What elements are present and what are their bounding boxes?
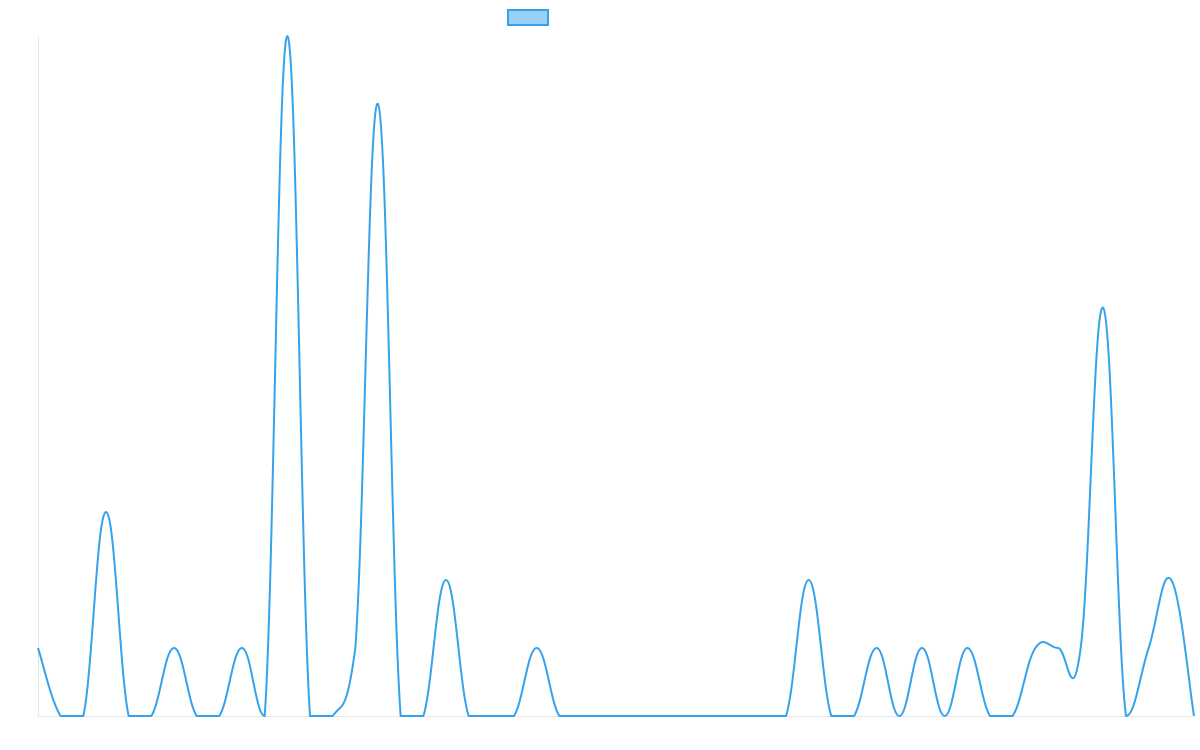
data-point[interactable] xyxy=(738,713,744,719)
data-point[interactable] xyxy=(420,713,426,719)
data-point[interactable] xyxy=(1146,645,1152,651)
data-point[interactable] xyxy=(987,713,993,719)
data-point[interactable] xyxy=(1078,645,1084,651)
data-point[interactable] xyxy=(307,713,313,719)
data-point[interactable] xyxy=(1191,713,1197,719)
data-point[interactable] xyxy=(35,645,41,651)
data-point[interactable] xyxy=(692,713,698,719)
data-point[interactable] xyxy=(1010,713,1016,719)
data-point[interactable] xyxy=(262,713,268,719)
data-point[interactable] xyxy=(239,645,245,651)
data-point[interactable] xyxy=(806,577,812,583)
series-group xyxy=(35,33,1197,719)
data-point[interactable] xyxy=(488,713,494,719)
data-point[interactable] xyxy=(1032,645,1038,651)
data-point[interactable] xyxy=(579,713,585,719)
data-point[interactable] xyxy=(828,713,834,719)
data-point[interactable] xyxy=(851,713,857,719)
data-point[interactable] xyxy=(919,645,925,651)
data-point[interactable] xyxy=(1123,713,1129,719)
data-point[interactable] xyxy=(715,713,721,719)
data-point[interactable] xyxy=(466,713,472,719)
data-point[interactable] xyxy=(171,645,177,651)
data-point[interactable] xyxy=(896,713,902,719)
data-point[interactable] xyxy=(216,713,222,719)
data-point[interactable] xyxy=(194,713,200,719)
series-line-0 xyxy=(37,35,1195,717)
data-point[interactable] xyxy=(126,713,132,719)
data-point[interactable] xyxy=(58,713,64,719)
data-point[interactable] xyxy=(80,713,86,719)
data-point[interactable] xyxy=(602,713,608,719)
data-point[interactable] xyxy=(148,713,154,719)
data-point[interactable] xyxy=(556,713,562,719)
data-point[interactable] xyxy=(624,713,630,719)
data-point[interactable] xyxy=(352,645,358,651)
data-point[interactable] xyxy=(330,713,336,719)
data-point[interactable] xyxy=(375,101,381,107)
data-point[interactable] xyxy=(284,33,290,39)
data-point[interactable] xyxy=(534,645,540,651)
data-point[interactable] xyxy=(511,713,517,719)
data-point[interactable] xyxy=(760,713,766,719)
data-point[interactable] xyxy=(398,713,404,719)
data-point[interactable] xyxy=(874,645,880,651)
data-point[interactable] xyxy=(443,577,449,583)
legend-swatch[interactable] xyxy=(507,9,549,26)
legend[interactable] xyxy=(507,9,549,26)
data-point[interactable] xyxy=(783,713,789,719)
data-point[interactable] xyxy=(1168,577,1174,583)
data-point[interactable] xyxy=(1055,645,1061,651)
data-point[interactable] xyxy=(942,713,948,719)
data-point[interactable] xyxy=(1100,305,1106,311)
data-point[interactable] xyxy=(647,713,653,719)
data-point[interactable] xyxy=(103,509,109,515)
data-point[interactable] xyxy=(670,713,676,719)
data-point[interactable] xyxy=(964,645,970,651)
